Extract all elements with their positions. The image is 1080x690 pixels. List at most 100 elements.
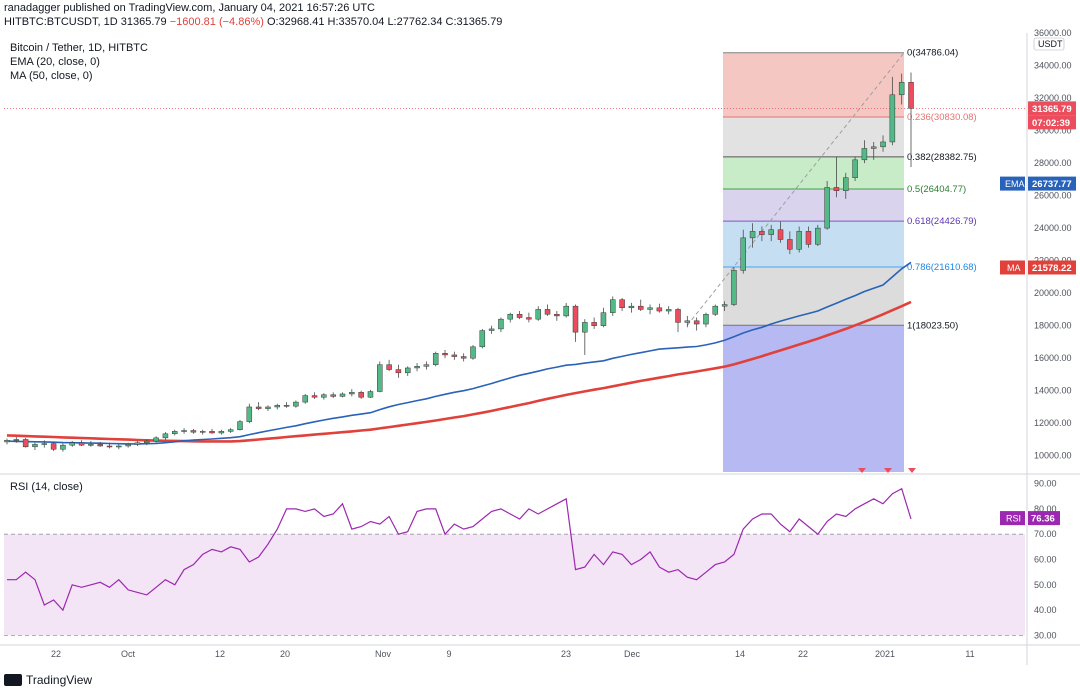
candle-body	[209, 431, 215, 434]
candle-body	[665, 309, 672, 312]
fib-zone	[723, 156, 904, 190]
candle-body	[870, 146, 877, 149]
tradingview-icon	[4, 674, 22, 686]
rsi-tick-label: 90.00	[1034, 479, 1057, 489]
ema-line	[6, 261, 912, 445]
candle-body	[861, 148, 868, 161]
rsi-tick-label: 50.00	[1034, 580, 1057, 590]
candle-body	[88, 444, 94, 446]
candle-body	[843, 177, 849, 191]
candle-body	[479, 330, 486, 348]
price-tick-label: 26000.00	[1034, 191, 1072, 201]
price-tick-label: 20000.00	[1034, 288, 1072, 298]
candle-body	[41, 443, 48, 445]
candle-body	[367, 391, 374, 398]
ema-value-tag-bg	[1028, 176, 1076, 191]
candle-body	[796, 231, 802, 250]
candle-body	[712, 305, 719, 315]
candle-body	[526, 317, 532, 320]
candle-body	[582, 322, 588, 333]
candle-body	[628, 305, 635, 309]
price-tick-label: 16000.00	[1034, 353, 1072, 363]
price-tick-label: 14000.00	[1034, 386, 1072, 396]
price-tick-label: 36000.00	[1034, 28, 1072, 38]
candle-body	[815, 227, 821, 245]
currency-box	[1033, 37, 1065, 51]
candle-body	[162, 433, 169, 439]
candle-body	[246, 406, 253, 422]
rsi-tick-label: 70.00	[1034, 529, 1057, 539]
ma-value-tag: 21578.22	[1032, 263, 1072, 274]
candle-body	[488, 328, 495, 331]
candle-body	[805, 231, 812, 245]
candle-body	[32, 444, 38, 448]
fib-level-label: 0.236(30830.08)	[907, 112, 977, 123]
candle-body	[451, 354, 458, 357]
change-label: −1600.81 (−4.86%)	[169, 16, 264, 28]
price-tick-label: 30000.00	[1034, 126, 1072, 136]
last-price-tag: 31365.79	[1032, 104, 1072, 115]
candle-body	[265, 406, 271, 409]
candle-body	[637, 305, 644, 310]
tradingview-logo[interactable]: TradingView	[4, 673, 92, 687]
ma-tag-name-bg	[1000, 260, 1025, 275]
rsi-tick-label: 60.00	[1034, 555, 1057, 565]
fib-zone	[723, 189, 904, 222]
date-tick-label: Oct	[121, 649, 136, 659]
candle-body	[404, 367, 411, 374]
candle-body	[889, 94, 896, 143]
price-tick-label: 12000.00	[1034, 418, 1072, 428]
ma-legend[interactable]: MA (50, close, 0)	[10, 70, 93, 82]
candle-body	[898, 82, 905, 96]
candle-body	[824, 187, 830, 229]
candle-body	[181, 430, 187, 432]
rsi-tick-label: 40.00	[1034, 605, 1057, 615]
candle-body	[535, 309, 541, 320]
date-tick-label: 22	[51, 649, 61, 659]
event-marker	[858, 468, 866, 473]
last-price-tag-bg	[1028, 101, 1076, 116]
symbol-label: HITBTC:BTCUSDT, 1D	[4, 16, 118, 28]
fib-zone	[723, 266, 904, 326]
ema-tag-name: EMA	[1005, 179, 1025, 189]
fib-trend-line	[686, 52, 905, 326]
date-tick-label: 23	[561, 649, 571, 659]
candle-body	[330, 394, 336, 397]
candle-body	[833, 187, 840, 191]
fib-zone	[723, 117, 904, 157]
symbol-ohlc-line: HITBTC:BTCUSDT, 1D 31365.79 −1600.81 (−4…	[4, 16, 502, 28]
candle-body	[153, 437, 159, 442]
candle-body	[274, 405, 281, 408]
fib-level-label: 0.618(24426.79)	[907, 216, 977, 227]
candle-body	[349, 392, 355, 395]
candle-body	[125, 444, 131, 447]
publish-info: ranadagger published on TradingView.com,…	[4, 2, 375, 14]
candle-body	[675, 309, 681, 323]
rsi-tag-name-bg	[1000, 511, 1025, 526]
candle-body	[283, 405, 290, 407]
ma-tag-name: MA	[1007, 263, 1021, 273]
rsi-value-tag: 76.36	[1031, 514, 1055, 525]
candle-body	[703, 314, 709, 325]
candle-body	[423, 364, 430, 367]
candle-body	[339, 393, 346, 397]
rsi-legend[interactable]: RSI (14, close)	[10, 481, 83, 493]
candle-body	[227, 429, 234, 432]
fib-extension-zone	[723, 325, 904, 472]
candle-body	[880, 141, 886, 148]
candle-body	[106, 445, 113, 448]
candle-body	[190, 430, 197, 433]
date-tick-label: 11	[965, 649, 974, 659]
price-axis-currency: USDT	[1038, 39, 1063, 49]
ema-legend[interactable]: EMA (20, close, 0)	[10, 56, 100, 68]
candle-body	[572, 305, 579, 333]
rsi-line	[7, 487, 912, 612]
candle-body	[199, 431, 206, 433]
candle-body	[470, 346, 476, 359]
chart-title[interactable]: Bitcoin / Tether, 1D, HITBTC	[10, 42, 148, 54]
candle-body	[908, 82, 914, 109]
price-tick-label: 10000.00	[1034, 451, 1072, 461]
candle-body	[69, 442, 75, 446]
candle-body	[768, 229, 774, 235]
